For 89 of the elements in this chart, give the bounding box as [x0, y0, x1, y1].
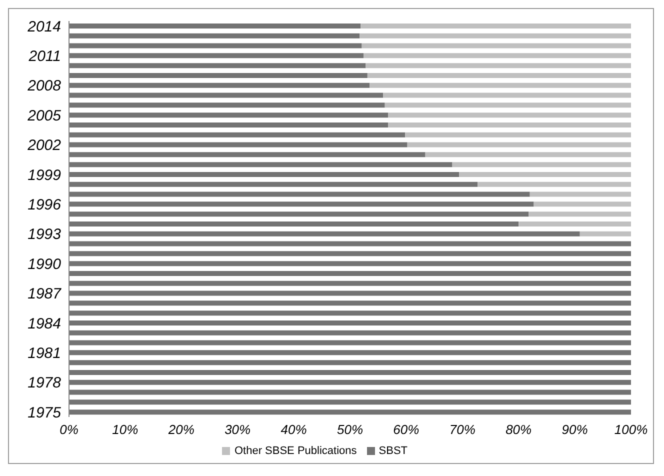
bar [69, 152, 426, 158]
y-tick-label: 1975 [28, 404, 62, 422]
y-tick-label: 1996 [28, 196, 62, 214]
bar [478, 182, 631, 187]
bar [69, 122, 388, 128]
bar [69, 162, 452, 168]
bar [69, 330, 631, 336]
bar [518, 221, 631, 226]
bar [69, 102, 385, 108]
bar [69, 53, 364, 58]
legend-label: Other SBSE Publications [234, 445, 357, 457]
x-tick-label: 20% [167, 422, 194, 438]
bar [69, 390, 631, 395]
bar [69, 280, 631, 286]
legend-label: SBST [378, 445, 408, 457]
y-tick-label: 1981 [28, 344, 61, 362]
bar [69, 221, 519, 226]
bar [425, 152, 631, 158]
y-tick-label: 1987 [28, 286, 62, 303]
bar [383, 92, 631, 98]
bar [69, 251, 631, 256]
bar [69, 132, 406, 138]
x-tick-label: 0% [60, 422, 78, 438]
bar [69, 320, 631, 326]
bar [69, 340, 631, 346]
y-tick-label: 2008 [26, 78, 62, 95]
bar [388, 122, 631, 128]
y-tick-label: 1984 [28, 315, 61, 332]
bar [530, 192, 631, 197]
bar [69, 192, 530, 197]
bar [69, 112, 388, 118]
bar [370, 82, 631, 88]
bar [69, 400, 631, 405]
bar [69, 380, 631, 385]
bar [69, 360, 631, 366]
bar [69, 172, 460, 177]
bar [69, 410, 631, 415]
bar [69, 212, 529, 217]
bar [362, 43, 631, 48]
bar [528, 212, 631, 217]
bar [69, 182, 478, 187]
bar [69, 270, 631, 276]
bar [69, 231, 580, 236]
x-tick-label: 80% [506, 422, 532, 438]
bar [69, 350, 631, 356]
bar [69, 370, 631, 375]
x-tick-label: 70% [449, 422, 476, 438]
bar [69, 72, 368, 78]
bar [367, 72, 631, 78]
bar [580, 231, 631, 236]
y-tick-label: 2002 [26, 137, 62, 154]
x-tick-label: 60% [393, 422, 420, 438]
x-tick-label: 90% [562, 422, 588, 438]
x-tick-label: 10% [112, 422, 138, 438]
y-tick-label: 2011 [28, 48, 61, 65]
bar [69, 43, 362, 48]
bar [69, 33, 360, 38]
bar [69, 241, 631, 246]
bar [69, 310, 631, 316]
bar [69, 63, 366, 68]
bar [69, 82, 370, 88]
y-tick-label: 2005 [26, 107, 62, 124]
y-tick-label: 1993 [28, 226, 62, 244]
x-tick-label: 30% [224, 422, 251, 438]
bar [69, 300, 631, 306]
bar [407, 142, 631, 148]
bar [405, 132, 631, 138]
bar [69, 261, 631, 266]
x-tick-label: 50% [336, 422, 364, 438]
bar [69, 23, 361, 28]
bar [69, 202, 534, 207]
bar [452, 162, 631, 168]
y-tick-label: 1999 [28, 166, 62, 184]
bar [459, 172, 631, 177]
bar [69, 142, 408, 148]
bar [360, 23, 631, 28]
y-tick-label: 1990 [28, 256, 62, 273]
bar [534, 202, 631, 207]
x-tick-label: 40% [280, 422, 307, 438]
bar [388, 112, 631, 118]
y-tick-label: 1978 [28, 374, 62, 392]
x-tick-label: 100% [614, 422, 648, 438]
bar [363, 53, 631, 58]
bar [366, 63, 631, 68]
bar [384, 102, 631, 108]
bar [360, 33, 631, 38]
y-tick-label: 2014 [26, 18, 61, 36]
bar [69, 92, 384, 98]
bar [69, 290, 631, 296]
